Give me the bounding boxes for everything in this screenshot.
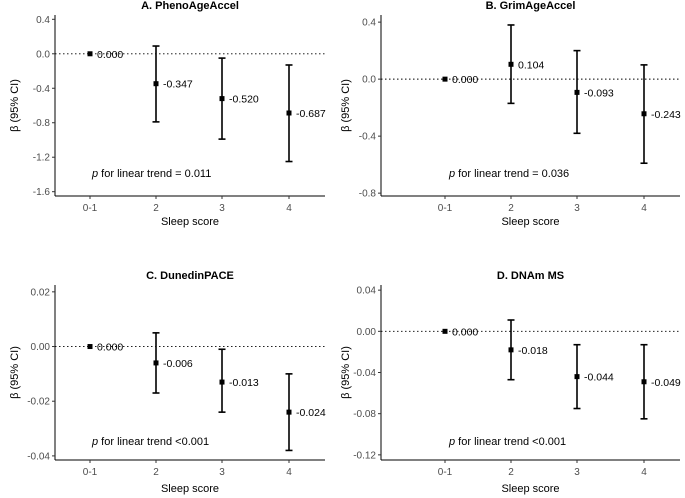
point-estimate (442, 328, 448, 334)
point-estimate (87, 51, 93, 57)
y-tick-label: -0.4 (359, 132, 377, 143)
data-label: -0.093 (584, 87, 614, 99)
x-axis-label: Sleep score (501, 216, 559, 228)
x-tick-label: 4 (641, 203, 647, 214)
x-tick-label: 3 (219, 467, 225, 478)
y-tick-label: -0.04 (27, 451, 50, 462)
x-tick-label: 0-1 (83, 203, 98, 214)
y-tick-label: -1.2 (33, 153, 51, 164)
x-tick-label: 0-1 (438, 467, 453, 478)
data-label: 0.000 (97, 342, 123, 354)
x-axis-label: Sleep score (161, 216, 219, 228)
trend-p-symbol: p (91, 436, 98, 448)
trend-annotation: p for linear trend <0.001 (448, 436, 566, 448)
data-label: -0.687 (296, 108, 326, 120)
data-label: -0.347 (163, 79, 193, 91)
y-tick-label: -0.8 (359, 189, 377, 200)
y-tick-label: -0.08 (353, 409, 376, 420)
x-tick-label: 3 (219, 203, 225, 214)
data-label: 0.000 (452, 326, 478, 338)
x-tick-label: 0-1 (438, 203, 453, 214)
point-estimate (442, 76, 448, 82)
point-estimate (286, 110, 292, 116)
data-label: -0.024 (296, 407, 326, 419)
point-estimate (153, 81, 159, 87)
trend-annotation: p for linear trend <0.001 (91, 436, 209, 448)
trend-text: for linear trend = 0.036 (455, 168, 569, 180)
chart-title: A. PhenoAgeAccel (141, 0, 239, 12)
x-tick-label: 4 (286, 467, 292, 478)
trend-text: for linear trend = 0.011 (98, 168, 211, 180)
data-label: -0.243 (651, 109, 681, 121)
data-label: -0.006 (163, 358, 193, 370)
data-label: -0.520 (229, 94, 259, 106)
y-tick-label: 0.0 (362, 75, 376, 86)
y-tick-label: 0.0 (36, 49, 50, 60)
trend-annotation: p for linear trend = 0.036 (448, 168, 569, 180)
y-axis-label: β (95% CI) (9, 79, 21, 132)
y-tick-label: -0.02 (27, 397, 50, 408)
y-tick-label: -0.8 (33, 118, 51, 129)
trend-p-symbol: p (448, 168, 455, 180)
point-estimate (153, 360, 159, 366)
x-tick-label: 2 (153, 203, 159, 214)
x-tick-label: 2 (508, 467, 514, 478)
chart-panel-4: D. DNAm MS 0.04 0.00 -0.04 -0.08 -0.12 0-1 2 3 4 S… (340, 270, 681, 495)
chart-panel-3: C. DunedinPACE 0.02 0.00 -0.02 -0.04 0-1 2 3 4 Sl… (9, 270, 326, 495)
x-tick-label: 3 (574, 467, 580, 478)
data-label: -0.013 (229, 377, 259, 389)
data-label: -0.044 (584, 372, 614, 384)
point-estimate (219, 96, 225, 102)
x-tick-label: 4 (286, 203, 292, 214)
y-tick-label: 0.02 (31, 287, 51, 298)
x-tick-label: 2 (153, 467, 159, 478)
y-axis-label: β (95% CI) (9, 346, 21, 399)
x-tick-label: 4 (641, 467, 647, 478)
data-label: -0.049 (651, 377, 681, 389)
data-label: 0.000 (452, 74, 478, 86)
trend-text: for linear trend <0.001 (98, 436, 209, 448)
chart-panel-2: B. GrimAgeAccel 0.4 0.0 -0.4 -0.8 0-1 2 3 4 Sleep… (340, 0, 681, 228)
x-tick-label: 0-1 (83, 467, 98, 478)
x-axis-label: Sleep score (501, 483, 559, 495)
point-estimate (641, 111, 647, 117)
y-axis-label: β (95% CI) (340, 79, 352, 132)
y-tick-label: 0.4 (36, 15, 50, 26)
x-tick-label: 3 (574, 203, 580, 214)
y-tick-label: -0.04 (353, 368, 376, 379)
point-estimate (641, 379, 647, 385)
data-label: -0.018 (518, 345, 548, 357)
point-estimate (286, 409, 292, 415)
y-tick-label: 0.00 (31, 342, 51, 353)
chart-title: D. DNAm MS (497, 270, 564, 282)
point-estimate (508, 61, 514, 67)
y-tick-label: -0.12 (353, 450, 376, 461)
point-estimate (508, 347, 514, 353)
chart-title: B. GrimAgeAccel (486, 0, 576, 12)
chart-title: C. DunedinPACE (146, 270, 234, 282)
x-axis-label: Sleep score (161, 483, 219, 495)
point-estimate (87, 344, 93, 350)
y-tick-label: 0.04 (357, 286, 377, 297)
y-axis-label: β (95% CI) (340, 346, 352, 399)
point-estimate (574, 374, 580, 380)
y-tick-label: -0.4 (33, 84, 51, 95)
point-estimate (219, 379, 225, 385)
trend-annotation: p for linear trend = 0.011 (91, 168, 211, 180)
trend-p-symbol: p (448, 436, 455, 448)
data-label: 0.000 (97, 49, 123, 61)
trend-text: for linear trend <0.001 (455, 436, 566, 448)
chart-panel-1: A. PhenoAgeAccel 0.4 0.0 -0.4 -0.8 -1.2 -1.6 0-… (9, 0, 326, 228)
y-tick-label: 0.4 (362, 18, 376, 29)
trend-p-symbol: p (91, 168, 98, 180)
y-tick-label: 0.00 (357, 327, 377, 338)
data-label: 0.104 (518, 59, 544, 71)
x-tick-label: 2 (508, 203, 514, 214)
y-tick-label: -1.6 (33, 187, 51, 198)
point-estimate (574, 89, 580, 95)
